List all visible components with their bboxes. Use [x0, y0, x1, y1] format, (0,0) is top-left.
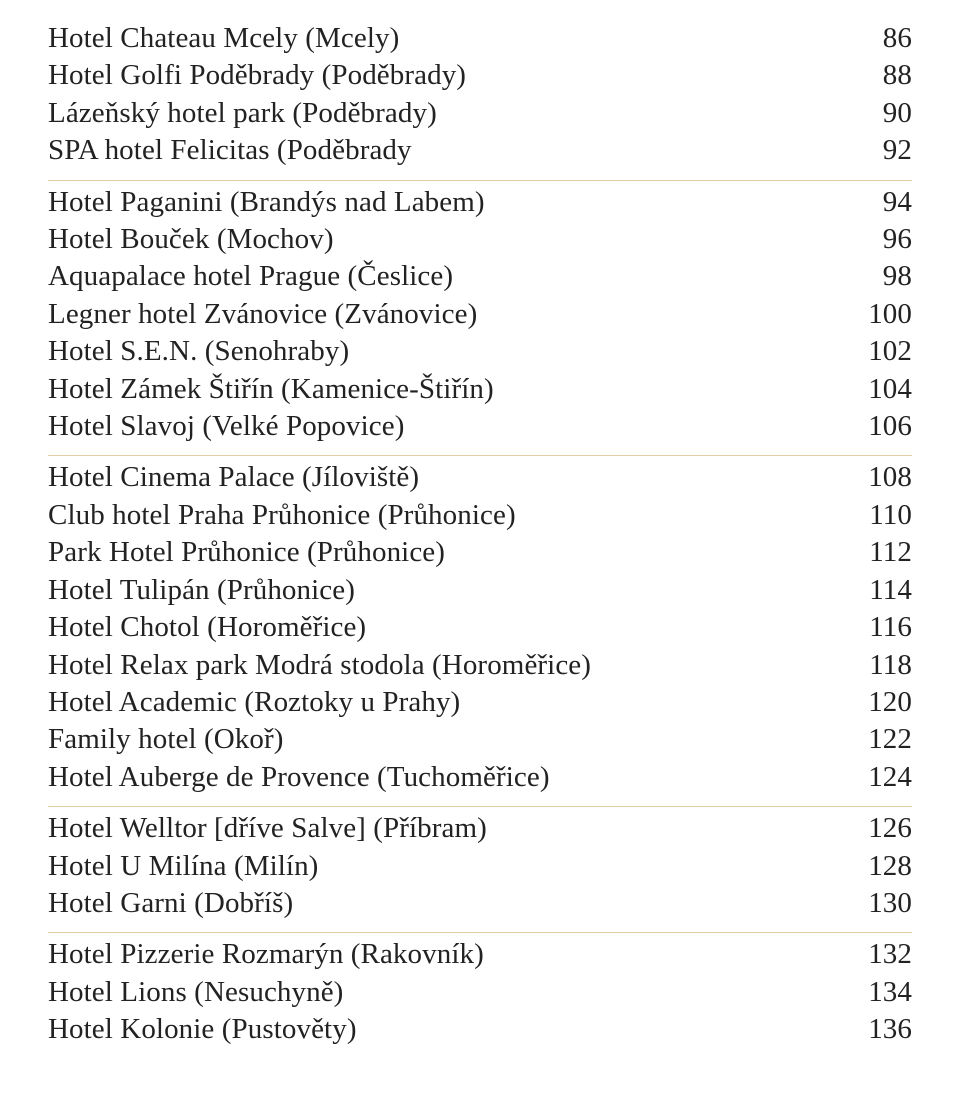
entry-page-number: 98	[863, 258, 912, 295]
entry-name: Family hotel (Okoř)	[48, 721, 848, 758]
index-row: Hotel S.E.N. (Senohraby)102	[48, 333, 912, 370]
entry-name: Hotel U Milína (Milín)	[48, 848, 848, 885]
index-row: Hotel U Milína (Milín)128	[48, 848, 912, 885]
index-row: Hotel Garni (Dobříš)130	[48, 885, 912, 922]
entry-page-number: 122	[848, 721, 912, 758]
index-row: Hotel Kolonie (Pustověty)136	[48, 1011, 912, 1048]
entry-name: Hotel Golfi Poděbrady (Poděbrady)	[48, 57, 863, 94]
entry-name: Hotel Kolonie (Pustověty)	[48, 1011, 848, 1048]
entry-page-number: 106	[848, 408, 912, 445]
entry-page-number: 120	[848, 684, 912, 721]
entry-name: Aquapalace hotel Prague (Česlice)	[48, 258, 863, 295]
entry-page-number: 96	[863, 221, 912, 258]
entry-name: Hotel Zámek Štiřín (Kamenice-Štiřín)	[48, 371, 848, 408]
entry-name: Hotel Welltor [dříve Salve] (Příbram)	[48, 810, 848, 847]
section-divider	[48, 180, 912, 181]
index-section: Hotel Welltor [dříve Salve] (Příbram)126…	[48, 810, 912, 928]
index-row: Hotel Chotol (Horoměřice)116	[48, 609, 912, 646]
entry-page-number: 102	[848, 333, 912, 370]
entry-page-number: 92	[863, 132, 912, 169]
index-row: Club hotel Praha Průhonice (Průhonice)11…	[48, 497, 912, 534]
section-divider	[48, 806, 912, 807]
index-row: Hotel Lions (Nesuchyně)134	[48, 974, 912, 1011]
entry-name: Park Hotel Průhonice (Průhonice)	[48, 534, 849, 571]
index-section: Hotel Paganini (Brandýs nad Labem)94Hote…	[48, 184, 912, 452]
entry-page-number: 114	[849, 572, 912, 609]
entry-name: Hotel Lions (Nesuchyně)	[48, 974, 848, 1011]
index-row: Legner hotel Zvánovice (Zvánovice)100	[48, 296, 912, 333]
index-row: Aquapalace hotel Prague (Česlice)98	[48, 258, 912, 295]
entry-name: Legner hotel Zvánovice (Zvánovice)	[48, 296, 848, 333]
entry-page-number: 90	[863, 95, 912, 132]
index-row: SPA hotel Felicitas (Poděbrady92	[48, 132, 912, 169]
entry-name: Hotel Cinema Palace (Jíloviště)	[48, 459, 848, 496]
index-section: Hotel Chateau Mcely (Mcely)86Hotel Golfi…	[48, 20, 912, 176]
index-section: Hotel Pizzerie Rozmarýn (Rakovník)132Hot…	[48, 936, 912, 1054]
entry-page-number: 124	[848, 759, 912, 796]
entry-page-number: 116	[849, 609, 912, 646]
entry-page-number: 94	[863, 184, 912, 221]
section-divider	[48, 455, 912, 456]
entry-page-number: 130	[848, 885, 912, 922]
entry-page-number: 118	[849, 647, 912, 684]
entry-page-number: 134	[848, 974, 912, 1011]
entry-name: Hotel Slavoj (Velké Popovice)	[48, 408, 848, 445]
entry-name: Hotel Chateau Mcely (Mcely)	[48, 20, 863, 57]
entry-name: Hotel Relax park Modrá stodola (Horoměři…	[48, 647, 849, 684]
entry-name: Hotel Bouček (Mochov)	[48, 221, 863, 258]
index-row: Hotel Zámek Štiřín (Kamenice-Štiřín)104	[48, 371, 912, 408]
entry-name: SPA hotel Felicitas (Poděbrady	[48, 132, 863, 169]
entry-name: Hotel Chotol (Horoměřice)	[48, 609, 849, 646]
index-row: Hotel Academic (Roztoky u Prahy)120	[48, 684, 912, 721]
index-row: Hotel Paganini (Brandýs nad Labem)94	[48, 184, 912, 221]
index-row: Hotel Chateau Mcely (Mcely)86	[48, 20, 912, 57]
index-row: Hotel Golfi Poděbrady (Poděbrady)88	[48, 57, 912, 94]
entry-name: Hotel Tulipán (Průhonice)	[48, 572, 849, 609]
index-row: Hotel Auberge de Provence (Tuchoměřice)1…	[48, 759, 912, 796]
index-section: Hotel Cinema Palace (Jíloviště)108Club h…	[48, 459, 912, 802]
entry-page-number: 136	[848, 1011, 912, 1048]
index-list: Hotel Chateau Mcely (Mcely)86Hotel Golfi…	[48, 20, 912, 1055]
entry-name: Hotel Garni (Dobříš)	[48, 885, 848, 922]
entry-page-number: 132	[848, 936, 912, 973]
index-row: Hotel Tulipán (Průhonice)114	[48, 572, 912, 609]
entry-page-number: 112	[849, 534, 912, 571]
index-row: Park Hotel Průhonice (Průhonice)112	[48, 534, 912, 571]
index-row: Hotel Cinema Palace (Jíloviště)108	[48, 459, 912, 496]
entry-page-number: 88	[863, 57, 912, 94]
entry-page-number: 100	[848, 296, 912, 333]
entry-page-number: 126	[848, 810, 912, 847]
entry-page-number: 86	[863, 20, 912, 57]
entry-page-number: 110	[849, 497, 912, 534]
entry-name: Hotel Academic (Roztoky u Prahy)	[48, 684, 848, 721]
entry-name: Club hotel Praha Průhonice (Průhonice)	[48, 497, 849, 534]
index-row: Hotel Bouček (Mochov)96	[48, 221, 912, 258]
entry-name: Hotel Auberge de Provence (Tuchoměřice)	[48, 759, 848, 796]
index-row: Hotel Welltor [dříve Salve] (Příbram)126	[48, 810, 912, 847]
entry-name: Hotel S.E.N. (Senohraby)	[48, 333, 848, 370]
index-row: Hotel Relax park Modrá stodola (Horoměři…	[48, 647, 912, 684]
entry-name: Hotel Paganini (Brandýs nad Labem)	[48, 184, 863, 221]
entry-page-number: 108	[848, 459, 912, 496]
entry-name: Hotel Pizzerie Rozmarýn (Rakovník)	[48, 936, 848, 973]
entry-page-number: 104	[848, 371, 912, 408]
entry-name: Lázeňský hotel park (Poděbrady)	[48, 95, 863, 132]
index-row: Family hotel (Okoř)122	[48, 721, 912, 758]
index-row: Hotel Slavoj (Velké Popovice)106	[48, 408, 912, 445]
entry-page-number: 128	[848, 848, 912, 885]
index-row: Hotel Pizzerie Rozmarýn (Rakovník)132	[48, 936, 912, 973]
index-row: Lázeňský hotel park (Poděbrady)90	[48, 95, 912, 132]
section-divider	[48, 932, 912, 933]
